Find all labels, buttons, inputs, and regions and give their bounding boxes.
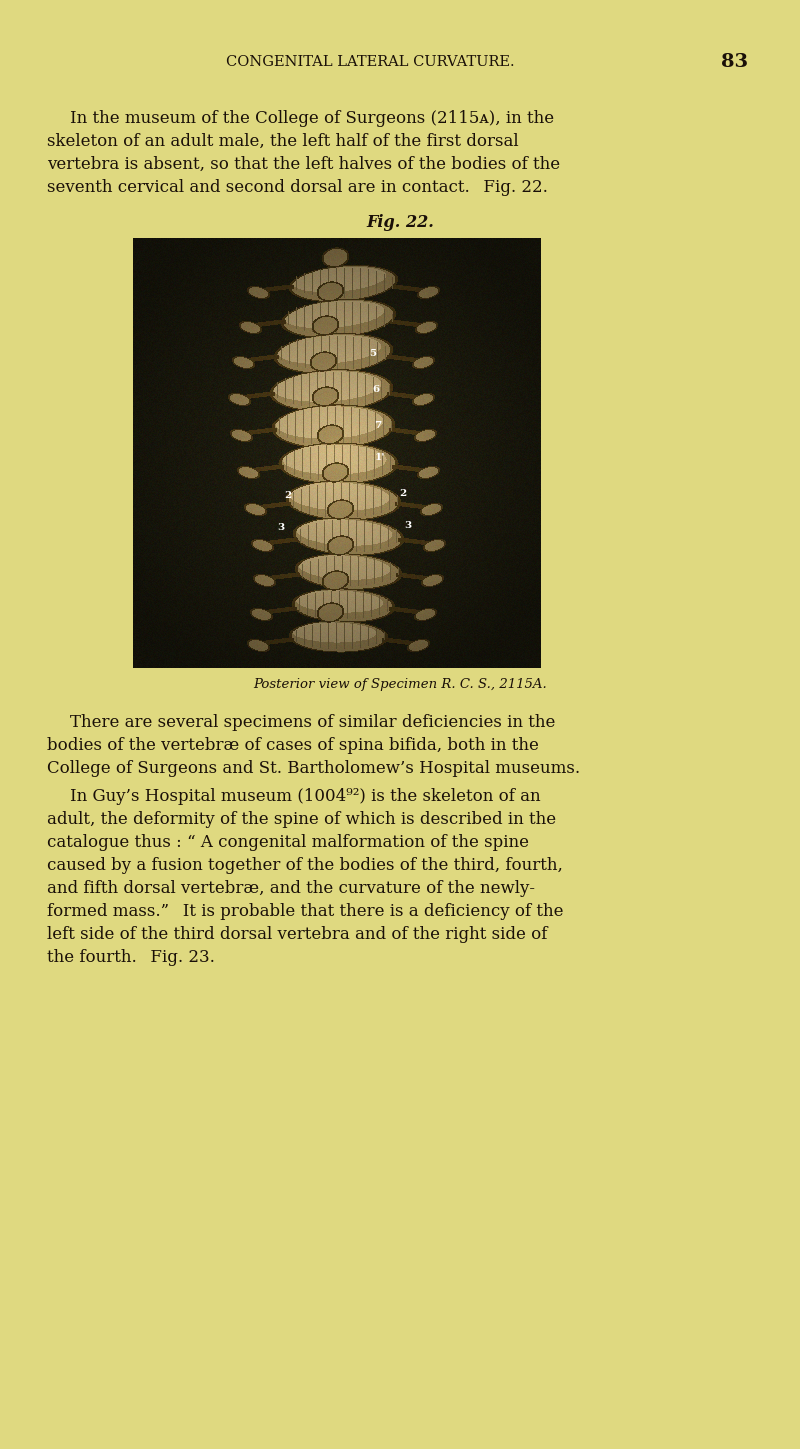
Text: left side of the third dorsal vertebra and of the right side of: left side of the third dorsal vertebra a…: [47, 926, 547, 943]
Text: vertebra is absent, so that the left halves of the bodies of the: vertebra is absent, so that the left hal…: [47, 156, 560, 172]
Text: 5: 5: [370, 349, 377, 358]
Text: In the museum of the College of Surgeons (2115ᴀ), in the: In the museum of the College of Surgeons…: [70, 110, 554, 128]
Text: adult, the deformity of the spine of which is described in the: adult, the deformity of the spine of whi…: [47, 811, 556, 827]
Text: caused by a fusion together of the bodies of the third, fourth,: caused by a fusion together of the bodie…: [47, 856, 563, 874]
Text: 7: 7: [374, 422, 382, 430]
Text: formed mass.”  It is probable that there is a deficiency of the: formed mass.” It is probable that there …: [47, 903, 563, 920]
Text: catalogue thus : “ A congenital malformation of the spine: catalogue thus : “ A congenital malforma…: [47, 835, 529, 851]
Text: There are several specimens of similar deficiencies in the: There are several specimens of similar d…: [70, 714, 555, 730]
Text: the fourth.  Fig. 23.: the fourth. Fig. 23.: [47, 949, 215, 966]
Text: College of Surgeons and St. Bartholomew’s Hospital museums.: College of Surgeons and St. Bartholomew’…: [47, 759, 580, 777]
Text: 1': 1': [374, 454, 386, 462]
Text: Posterior view of Specimen R. C. S., 2115A.: Posterior view of Specimen R. C. S., 211…: [253, 678, 547, 691]
Text: 6: 6: [372, 385, 380, 394]
Text: In Guy’s Hospital museum (1004⁹²) is the skeleton of an: In Guy’s Hospital museum (1004⁹²) is the…: [70, 788, 541, 806]
Text: 2: 2: [284, 491, 292, 500]
Text: CONGENITAL LATERAL CURVATURE.: CONGENITAL LATERAL CURVATURE.: [226, 55, 514, 70]
Text: Fig. 22.: Fig. 22.: [366, 214, 434, 230]
Text: seventh cervical and second dorsal are in contact.  Fig. 22.: seventh cervical and second dorsal are i…: [47, 180, 548, 196]
Text: 3: 3: [405, 522, 411, 530]
Text: 3: 3: [278, 523, 285, 532]
Text: and fifth dorsal vertebræ, and the curvature of the newly-: and fifth dorsal vertebræ, and the curva…: [47, 880, 535, 897]
Text: 2: 2: [399, 488, 406, 497]
Text: skeleton of an adult male, the left half of the first dorsal: skeleton of an adult male, the left half…: [47, 133, 518, 151]
Text: 83: 83: [722, 54, 749, 71]
Text: bodies of the vertebræ of cases of spina bifida, both in the: bodies of the vertebræ of cases of spina…: [47, 738, 539, 753]
